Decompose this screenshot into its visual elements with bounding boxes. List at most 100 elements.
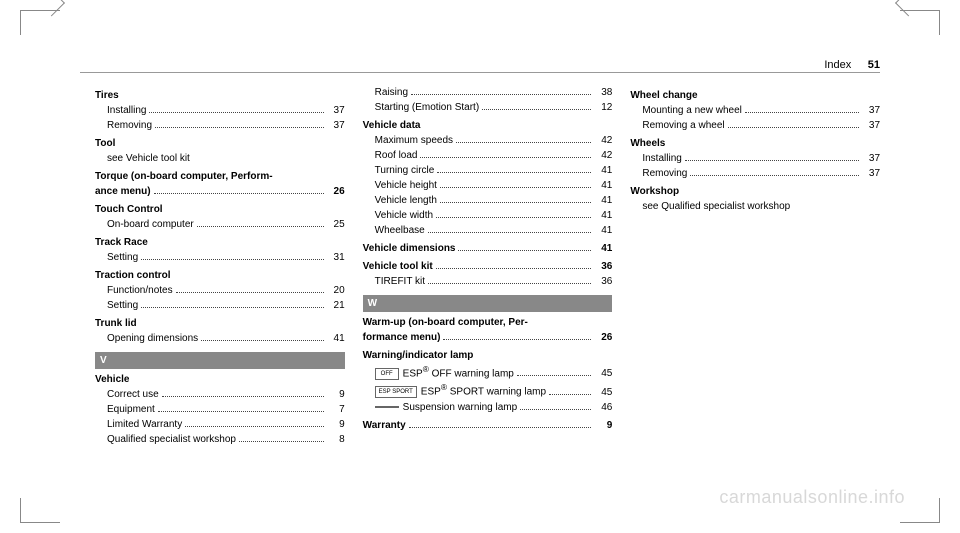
- entry-label: Equipment: [107, 402, 155, 417]
- entry-page: 41: [594, 178, 612, 193]
- entry-label: Wheelbase: [375, 223, 425, 238]
- entry-label: ESP SPORTESP® SPORT warning lamp: [375, 381, 546, 399]
- entry-label: Vehicle tool kit: [363, 259, 433, 274]
- index-entry-main: Vehicle data: [363, 118, 613, 133]
- index-entry-main: Track Race: [95, 235, 345, 250]
- entry-page: 36: [594, 259, 612, 274]
- leader-dots: [185, 426, 323, 427]
- entry-label: Qualified specialist workshop: [107, 432, 236, 447]
- entry-page: 31: [327, 250, 345, 265]
- entry-page: 45: [594, 366, 612, 381]
- leader-dots: [549, 394, 591, 395]
- leader-dots: [685, 160, 859, 161]
- index-entry-sub: On-board computer25: [95, 217, 345, 232]
- entry-page: 46: [594, 400, 612, 415]
- leader-dots: [443, 339, 591, 340]
- entry-page: 12: [594, 100, 612, 115]
- header-title: Index: [824, 59, 851, 71]
- leader-dots: [154, 193, 324, 194]
- index-entry-sub: Function/notes20: [95, 283, 345, 298]
- entry-label: Removing: [107, 118, 152, 133]
- index-entry-main: Vehicle dimensions41: [363, 241, 613, 256]
- leader-dots: [420, 157, 591, 158]
- entry-label: Roof load: [375, 148, 418, 163]
- index-entry-main-continued: formance menu) 26: [363, 330, 613, 345]
- entry-page: 7: [327, 402, 345, 417]
- entry-label: Suspension warning lamp: [375, 400, 518, 415]
- index-column-3: Wheel changeMounting a new wheel37Removi…: [630, 85, 880, 493]
- entry-label: formance menu): [363, 330, 441, 345]
- index-entry-sub: Equipment 7: [95, 402, 345, 417]
- index-entry-main: Wheel change: [630, 88, 880, 103]
- entry-page: 37: [327, 118, 345, 133]
- warning-lamp-icon: [375, 406, 399, 408]
- index-entry-see: see Qualified specialist workshop: [630, 199, 880, 214]
- leader-dots: [436, 268, 592, 269]
- leader-dots: [440, 202, 591, 203]
- entry-label: Maximum speeds: [375, 133, 453, 148]
- index-entry-sub: Mounting a new wheel 37: [630, 103, 880, 118]
- leader-dots: [409, 427, 592, 428]
- index-entry-sub: Roof load 42: [363, 148, 613, 163]
- index-entry-sub: OFFESP® OFF warning lamp 45: [363, 363, 613, 381]
- index-entry-main: Touch Control: [95, 202, 345, 217]
- index-entry-sub: Vehicle height41: [363, 178, 613, 193]
- index-column-2: Raising38Starting (Emotion Start)12 Vehic…: [363, 85, 613, 493]
- entry-label: Mounting a new wheel: [642, 103, 742, 118]
- entry-label: Removing: [642, 166, 687, 181]
- index-content: TiresInstalling37Removing37Toolsee Vehic…: [95, 85, 880, 493]
- entry-label: Setting: [107, 298, 138, 313]
- leader-dots: [456, 142, 591, 143]
- index-entry-sub: TIREFIT kit36: [363, 274, 613, 289]
- entry-label: OFFESP® OFF warning lamp: [375, 363, 514, 381]
- corner-decoration: [900, 498, 940, 523]
- index-entry-sub: Setting21: [95, 298, 345, 313]
- entry-label: Installing: [107, 103, 146, 118]
- leader-dots: [745, 112, 859, 113]
- index-entry-sub: Vehicle width41: [363, 208, 613, 223]
- entry-page: 9: [327, 387, 345, 402]
- entry-label: ance menu): [95, 184, 151, 199]
- watermark: carmanualsonline.info: [719, 487, 905, 508]
- leader-dots: [436, 217, 591, 218]
- index-entry-sub: Removing 37: [95, 118, 345, 133]
- index-entry-main-continued: ance menu)26: [95, 184, 345, 199]
- index-entry-sub: Removing37: [630, 166, 880, 181]
- leader-dots: [482, 109, 591, 110]
- entry-page: 38: [594, 85, 612, 100]
- entry-page: 9: [594, 418, 612, 433]
- entry-page: 26: [594, 330, 612, 345]
- index-entry-main: Wheels: [630, 136, 880, 151]
- index-entry-main: Workshop: [630, 184, 880, 199]
- index-column-1: TiresInstalling37Removing37Toolsee Vehic…: [95, 85, 345, 493]
- entry-label: Vehicle dimensions: [363, 241, 456, 256]
- leader-dots: [149, 112, 323, 113]
- leader-dots: [239, 441, 324, 442]
- leader-dots: [437, 172, 591, 173]
- index-entry-sub: Starting (Emotion Start)12: [363, 100, 613, 115]
- leader-dots: [201, 340, 324, 341]
- index-entry-sub: Installing37: [95, 103, 345, 118]
- index-entry-main: Warranty9: [363, 418, 613, 433]
- entry-label: Limited Warranty: [107, 417, 182, 432]
- entry-page: 41: [594, 223, 612, 238]
- index-entry-main: Torque (on-board computer, Perform-: [95, 169, 345, 184]
- index-entry-sub: Removing a wheel37: [630, 118, 880, 133]
- leader-dots: [690, 175, 859, 176]
- leader-dots: [458, 250, 591, 251]
- entry-page: 20: [327, 283, 345, 298]
- leader-dots: [158, 411, 324, 412]
- entry-label: Vehicle length: [375, 193, 437, 208]
- leader-dots: [155, 127, 324, 128]
- header-divider: [80, 72, 880, 73]
- entry-page: 37: [862, 103, 880, 118]
- index-entry-sub: Raising38: [363, 85, 613, 100]
- index-entry-main: Warm-up (on-board computer, Per-: [363, 315, 613, 330]
- section-letter: W: [363, 295, 613, 312]
- entry-label: Vehicle width: [375, 208, 433, 223]
- leader-dots: [162, 396, 324, 397]
- entry-page: 42: [594, 148, 612, 163]
- entry-page: 8: [327, 432, 345, 447]
- entry-label: Opening dimensions: [107, 331, 198, 346]
- index-entry-main: Tires: [95, 88, 345, 103]
